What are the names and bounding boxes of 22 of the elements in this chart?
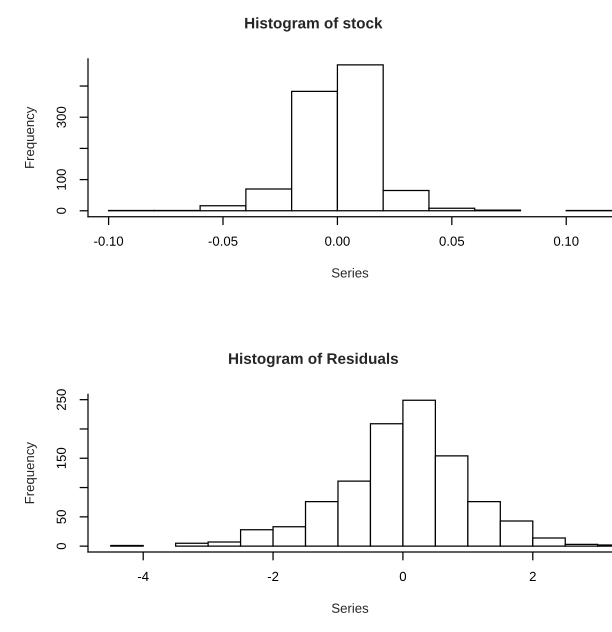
- x-tick-label: 0.00: [325, 236, 350, 246]
- chart-title: Histogram of stock: [245, 17, 383, 32]
- y-tick-label: 0: [56, 542, 66, 550]
- y-axis-title: Frequency: [24, 442, 37, 504]
- x-axis-title: Series: [332, 268, 368, 278]
- x-tick-label: -0.05: [208, 236, 238, 246]
- x-axis-title: Series: [332, 603, 368, 613]
- x-tick-label: 0.05: [440, 236, 464, 246]
- x-tick-label: -2: [268, 572, 278, 582]
- y-tick-label: 150: [56, 448, 66, 468]
- y-tick-label: 250: [56, 389, 66, 410]
- x-tick-label: 0: [400, 572, 406, 582]
- x-tick-label: 2: [530, 572, 536, 582]
- chart-title: Histogram of Residuals: [229, 352, 398, 368]
- y-tick-label: 50: [56, 510, 66, 524]
- y-tick-label: 300: [56, 106, 66, 128]
- y-tick-label: 0: [56, 208, 66, 214]
- x-tick-label: -4: [138, 572, 149, 582]
- y-tick-label: 100: [56, 169, 66, 190]
- x-tick-label: 0.10: [554, 236, 579, 246]
- y-axis-title: Frequency: [24, 106, 37, 168]
- x-tick-label: -0.10: [94, 236, 124, 246]
